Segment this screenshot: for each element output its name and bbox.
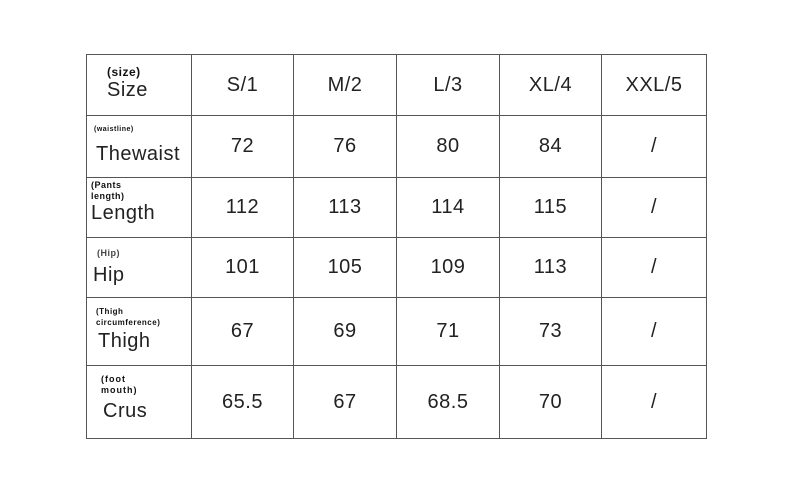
table-row: (Thigh circumference) Thigh 67 69 71 73 … — [86, 297, 707, 366]
table-row: (Hip) Hip 101 105 109 113 / — [86, 237, 707, 298]
size-sublabel: (size) — [107, 65, 141, 79]
cell-value: 72 — [191, 115, 294, 178]
cell-value: / — [601, 115, 707, 178]
cell-value: 109 — [396, 237, 500, 298]
table-row: (Pants length) Length 112 113 114 115 / — [86, 177, 707, 238]
cell-value: 114 — [396, 177, 500, 238]
table-row: (foot mouth) Crus 65.5 67 68.5 70 / — [86, 365, 707, 439]
cell-value: 80 — [396, 115, 500, 178]
row-label: Thigh — [98, 330, 151, 352]
row-sublabel: (foot mouth) — [101, 374, 138, 395]
row-label-cell: (Hip) Hip — [86, 237, 192, 298]
cell-value: 65.5 — [191, 365, 294, 439]
header-size: M/2 — [293, 54, 397, 116]
cell-value: 101 — [191, 237, 294, 298]
cell-value: 113 — [293, 177, 397, 238]
row-label: Length — [91, 202, 156, 224]
cell-value: 70 — [499, 365, 602, 439]
cell-value: / — [601, 177, 707, 238]
row-sublabel: (Hip) — [97, 248, 120, 258]
row-label: Crus — [103, 400, 148, 422]
cell-value: 69 — [293, 297, 397, 366]
row-label-cell: (Pants length) Length — [86, 177, 192, 238]
cell-value: 115 — [499, 177, 602, 238]
row-label: Hip — [93, 264, 125, 286]
cell-value: / — [601, 297, 707, 366]
cell-value: 68.5 — [396, 365, 500, 439]
header-size: XL/4 — [499, 54, 602, 116]
row-sublabel: (Thigh circumference) — [96, 307, 161, 327]
header-size: L/3 — [396, 54, 500, 116]
header-size: S/1 — [191, 54, 294, 116]
cell-value: 105 — [293, 237, 397, 298]
cell-value: 84 — [499, 115, 602, 178]
header-size: XXL/5 — [601, 54, 707, 116]
cell-value: 113 — [499, 237, 602, 298]
size-label-cell: (size) Size — [86, 54, 192, 116]
size-label: Size — [107, 79, 148, 101]
cell-value: 67 — [191, 297, 294, 366]
cell-value: 73 — [499, 297, 602, 366]
row-label: Thewaist — [96, 143, 181, 165]
row-sublabel: (Pants length) — [91, 180, 125, 201]
cell-value: 67 — [293, 365, 397, 439]
cell-value: 71 — [396, 297, 500, 366]
row-label-cell: (waistline) Thewaist — [86, 115, 192, 178]
size-chart-table: (size) Size S/1 M/2 L/3 XL/4 XXL/5 (wais… — [86, 54, 707, 439]
row-sublabel: (waistline) — [94, 126, 134, 133]
cell-value: 112 — [191, 177, 294, 238]
header-row: (size) Size S/1 M/2 L/3 XL/4 XXL/5 — [86, 54, 707, 116]
cell-value: / — [601, 237, 707, 298]
cell-value: 76 — [293, 115, 397, 178]
cell-value: / — [601, 365, 707, 439]
row-label-cell: (foot mouth) Crus — [86, 365, 192, 439]
table-row: (waistline) Thewaist 72 76 80 84 / — [86, 115, 707, 178]
row-label-cell: (Thigh circumference) Thigh — [86, 297, 192, 366]
